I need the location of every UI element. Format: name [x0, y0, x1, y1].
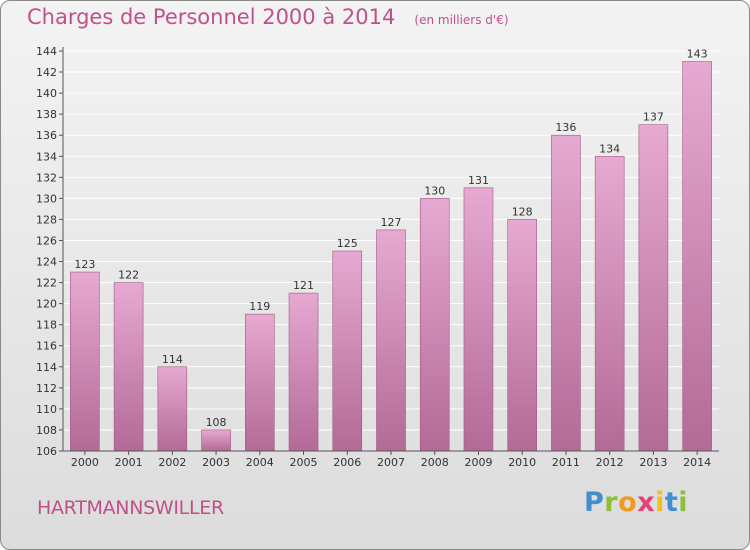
y-tick-label: 110: [36, 403, 57, 416]
y-tick-label: 142: [36, 66, 57, 79]
data-label-2006: 125: [337, 237, 358, 250]
y-tick-label: 114: [36, 361, 57, 374]
labels-layer: 123 122 114 108 119 121 125 127 130 131 128 136 134 1…: [74, 48, 707, 429]
x-tick-label-2013: 2013: [639, 456, 667, 469]
commune-name: HARTMANNSWILLER: [37, 497, 224, 519]
bar-2013: [638, 124, 669, 452]
axis-layer: 1061081101121141161181201221241261281301…: [36, 45, 719, 469]
x-tick-label-2012: 2012: [596, 456, 624, 469]
title-row: Charges de Personnel 2000 à 2014 (en mil…: [27, 5, 509, 29]
x-tick-label-2004: 2004: [246, 456, 274, 469]
y-tick-label: 140: [36, 87, 57, 100]
bar-2008: [419, 198, 450, 452]
x-tick-label-2005: 2005: [290, 456, 318, 469]
bar-2011: [551, 134, 581, 452]
bar-2002: [157, 366, 188, 452]
chart-subtitle: (en milliers d'€): [414, 13, 509, 27]
y-tick-label: 134: [36, 150, 57, 163]
data-label-2011: 136: [555, 121, 576, 134]
x-tick-label-2002: 2002: [158, 456, 186, 469]
data-label-2002: 114: [162, 353, 183, 366]
bar-2006: [332, 250, 363, 452]
y-tick-label: 118: [36, 319, 57, 332]
y-tick-label: 144: [36, 45, 57, 58]
x-tick-label-2008: 2008: [421, 456, 449, 469]
logo-letter: i: [655, 487, 665, 518]
data-label-2010: 128: [512, 205, 533, 218]
y-tick-label: 116: [36, 340, 57, 353]
y-tick-label: 138: [36, 108, 57, 121]
logo-letter: i: [678, 487, 689, 518]
data-label-2013: 137: [643, 111, 664, 124]
y-tick-label: 112: [36, 382, 57, 395]
y-tick-label: 120: [36, 298, 57, 311]
logo-letter: r: [604, 487, 619, 518]
bar-2012: [594, 155, 625, 452]
data-label-2001: 122: [118, 269, 139, 282]
x-tick-label-2003: 2003: [202, 456, 230, 469]
x-tick-label-2001: 2001: [115, 456, 143, 469]
data-label-2009: 131: [468, 174, 489, 187]
data-label-2004: 119: [249, 300, 270, 313]
y-tick-label: 122: [36, 277, 57, 290]
x-tick-label-2011: 2011: [552, 456, 580, 469]
y-tick-label: 132: [36, 171, 57, 184]
bar-2009: [463, 187, 494, 452]
data-label-2008: 130: [424, 184, 445, 197]
logo-letter: t: [664, 487, 679, 518]
data-label-2005: 121: [293, 279, 314, 292]
x-tick-label-2009: 2009: [464, 456, 492, 469]
y-tick-label: 126: [36, 234, 57, 247]
bars-layer: [70, 61, 712, 452]
y-tick-label: 130: [36, 192, 57, 205]
bar-2003: [201, 429, 231, 452]
y-tick-label: 106: [36, 445, 57, 458]
y-tick-label: 128: [36, 213, 57, 226]
bar-2000: [70, 271, 100, 452]
data-label-2014: 143: [687, 48, 708, 61]
bar-2007: [376, 229, 406, 452]
y-tick-label: 136: [36, 129, 57, 142]
x-tick-label-2014: 2014: [683, 456, 711, 469]
data-label-2000: 123: [74, 258, 95, 271]
y-tick-label: 124: [36, 256, 57, 269]
y-tick-label: 108: [36, 424, 57, 437]
x-tick-label-2000: 2000: [71, 456, 99, 469]
data-label-2003: 108: [206, 416, 227, 429]
logo-letter: P: [584, 487, 605, 518]
x-tick-label-2010: 2010: [508, 456, 536, 469]
chart-title: Charges de Personnel 2000 à 2014: [27, 5, 396, 29]
proxiti-logo: Proxiti: [584, 487, 688, 518]
data-label-2012: 134: [599, 142, 620, 155]
logo-letter: x: [637, 487, 656, 518]
bar-2010: [507, 219, 538, 452]
bar-2005: [288, 292, 319, 452]
x-tick-label-2006: 2006: [333, 456, 361, 469]
data-label-2007: 127: [381, 216, 402, 229]
logo-letter: o: [618, 487, 638, 518]
bar-2014: [682, 61, 712, 452]
bar-2004: [245, 313, 275, 452]
bar-2001: [113, 282, 144, 452]
x-tick-label-2007: 2007: [377, 456, 405, 469]
